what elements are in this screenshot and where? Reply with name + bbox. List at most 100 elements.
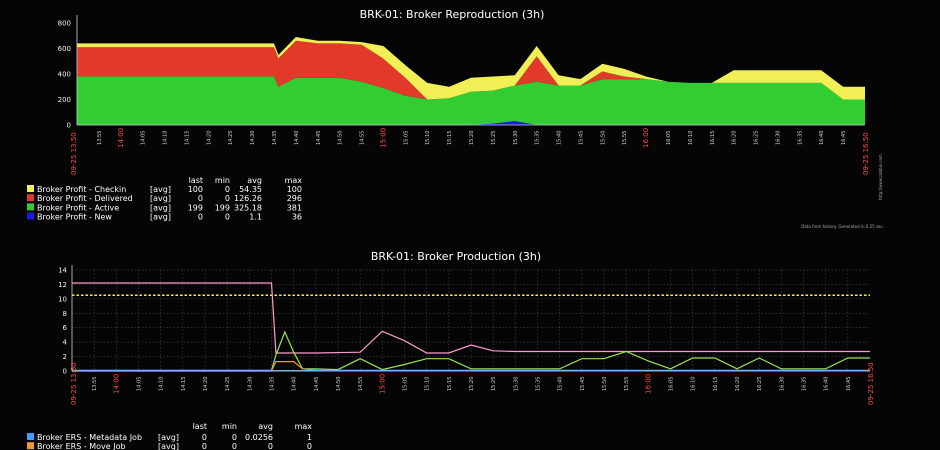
chart1-legend-swatch	[27, 185, 34, 192]
chart2-legend-agg: [avg]	[158, 433, 179, 442]
chart1-x-tick-label: 16:45	[841, 131, 847, 145]
chart2-legend-agg: [avg]	[158, 442, 179, 450]
chart1-legend-name: Broker Profit - Delivered	[37, 194, 133, 203]
chart1-legend: last min avg max Broker Profit - Checkin [avg…	[27, 176, 302, 222]
chart2-x-tick-label: 14:30	[247, 377, 253, 391]
chart2-x-tick-label: 14:05	[137, 377, 143, 391]
chart1-x-tick-label: 16:40	[819, 131, 825, 145]
broker-reproduction-chart: BRK-01: Broker Reproduction (3h) 0 200 400…	[27, 8, 884, 229]
chart2-x-tick-label: 15:55	[624, 377, 630, 391]
chart2-x-tick-label: 16:45	[846, 377, 852, 391]
chart2-x-tick-label: 15:15	[447, 377, 453, 391]
chart1-x-tick-label: 14:15	[184, 131, 190, 145]
chart2-legend-value: 0.0256	[245, 433, 273, 442]
chart2-legend-name: Broker ERS - Move Job	[37, 442, 126, 450]
chart2-x-tick-label: 15:00	[378, 374, 386, 394]
chart1-x-tick-label: 15:45	[578, 131, 584, 145]
chart1-watermark: http://www.zabbix.com	[878, 154, 883, 200]
chart2-x-tick-label: 15:20	[469, 377, 475, 391]
chart1-y-tick-label: 400	[58, 71, 71, 79]
chart1-legend-agg: [avg]	[150, 213, 171, 222]
chart2-y-tick-label: 4	[63, 339, 68, 347]
chart2-x-tick-label: 16:25	[757, 377, 763, 391]
chart1-x-tick-label: 15:10	[425, 131, 431, 145]
chart1-legend-value: 296	[287, 194, 302, 203]
chart1-legend-value: 126.26	[234, 194, 262, 203]
chart2-legend-value: 0	[232, 433, 237, 442]
chart2-x-tick-label: 16:00	[644, 374, 652, 394]
chart2-legend-value: 0	[268, 442, 273, 450]
chart1-x-tick-label: 14:20	[206, 131, 212, 145]
chart2-x-tick-label: 14:20	[203, 377, 209, 391]
chart2-x-tick-label: 14:35	[270, 377, 276, 391]
chart1-legend-value: 381	[287, 203, 302, 212]
chart1-x-tick-label: 14:45	[316, 131, 322, 145]
chart1-legend-value: 1.1	[249, 213, 262, 222]
chart1-y-tick-label: 800	[58, 20, 71, 28]
chart1-x-tick-label: 14:50	[338, 131, 344, 145]
chart2-legend: last min avg max Broker ERS - Metadata Job [a…	[27, 422, 312, 450]
chart2-y-tick-label: 8	[63, 310, 67, 318]
chart2-legend-header: max	[295, 422, 313, 431]
chart1-legend-swatch	[27, 203, 34, 211]
chart2-y-tick-label: 2	[63, 353, 67, 361]
chart2-legend-value: 0	[202, 433, 207, 442]
chart1-x-tick-label: 16:35	[797, 131, 803, 145]
chart1-legend-swatch	[27, 212, 34, 220]
chart2-x-tick-label: 15:35	[536, 377, 542, 391]
chart1-legend-value: 0	[225, 194, 230, 203]
chart1-x-tick-label: 16:10	[688, 131, 694, 145]
chart1-x-tick-label: 15:15	[447, 131, 453, 145]
chart1-x-tick-label: 15:00	[379, 128, 387, 148]
chart1-x-tick-label: 15:40	[557, 131, 563, 145]
chart2-y-tick-label: 10	[58, 295, 67, 303]
chart2-plot-area	[71, 265, 870, 372]
chart1-legend-value: 199	[215, 203, 230, 212]
chart2-x-tick-label: 14:15	[181, 377, 187, 391]
chart2-x-tick-label: 16:15	[713, 377, 719, 391]
chart2-legend-swatch	[27, 433, 34, 440]
chart2-x-tick-label: 15:40	[558, 377, 564, 391]
chart2-x-tick-label: 16:35	[802, 377, 808, 391]
chart2-series-orange-line	[72, 361, 870, 372]
chart2-legend-value: 0	[202, 442, 207, 450]
chart1-legend-value: 0	[225, 213, 230, 222]
chart2-x-tick-label: 14:00	[112, 374, 120, 394]
chart1-legend-swatch	[27, 194, 34, 202]
chart1-legend-value: 36	[292, 213, 302, 222]
chart1-legend-name: Broker Profit - Active	[37, 203, 119, 212]
chart2-y-tick-label: 12	[58, 281, 67, 289]
chart1-x-tick-label: 14:55	[360, 131, 366, 145]
chart2-x-tick-label: 16:05	[669, 377, 675, 391]
chart2-legend-header: avg	[258, 422, 273, 431]
chart1-area-broker-profit-active	[77, 76, 865, 125]
chart2-x-tick-label: 14:45	[314, 377, 320, 391]
chart1-legend-agg: [avg]	[150, 185, 171, 194]
chart1-x-tick-label: 16:15	[710, 131, 716, 145]
chart1-y-tick-label: 200	[58, 96, 71, 104]
chart1-area-broker-profit-delivered	[77, 40, 865, 100]
chart1-legend-value: 0	[225, 185, 230, 194]
chart1-y-tick-label: 600	[58, 45, 71, 53]
chart1-plot-area	[76, 15, 865, 126]
chart2-legend-header: min	[222, 422, 237, 431]
chart2-x-tick-label: 15:30	[513, 377, 519, 391]
chart1-x-tick-label: 16:05	[666, 131, 672, 145]
chart1-title: BRK-01: Broker Reproduction (3h)	[360, 8, 545, 21]
chart1-x-tick-label: 13:55	[97, 131, 103, 145]
chart2-axes: 0 2 4 6 8 10 12 14 13:55 14:00 14:05 14:10 14:15 14:2…	[58, 267, 870, 394]
chart1-legend-agg: [avg]	[150, 194, 171, 203]
chart1-legend-value: 0	[198, 213, 203, 222]
chart1-legend-value: 100	[188, 185, 203, 194]
chart2-x-tick-label: 15:05	[403, 377, 409, 391]
chart2-series-pink-line	[72, 282, 870, 354]
chart1-legend-agg: [avg]	[150, 203, 171, 212]
chart1-legend-header: last	[189, 176, 203, 185]
chart1-y-tick-label: 0	[67, 122, 71, 130]
chart2-x-tick-label: 16:40	[824, 377, 830, 391]
chart1-legend-header: max	[285, 176, 303, 185]
chart2-legend-header: last	[193, 422, 207, 431]
broker-production-chart: BRK-01: Broker Production (3h) 024681012…	[27, 250, 875, 450]
chart2-legend-value: 1	[307, 433, 312, 442]
chart2-legend-value: 0	[232, 442, 237, 450]
